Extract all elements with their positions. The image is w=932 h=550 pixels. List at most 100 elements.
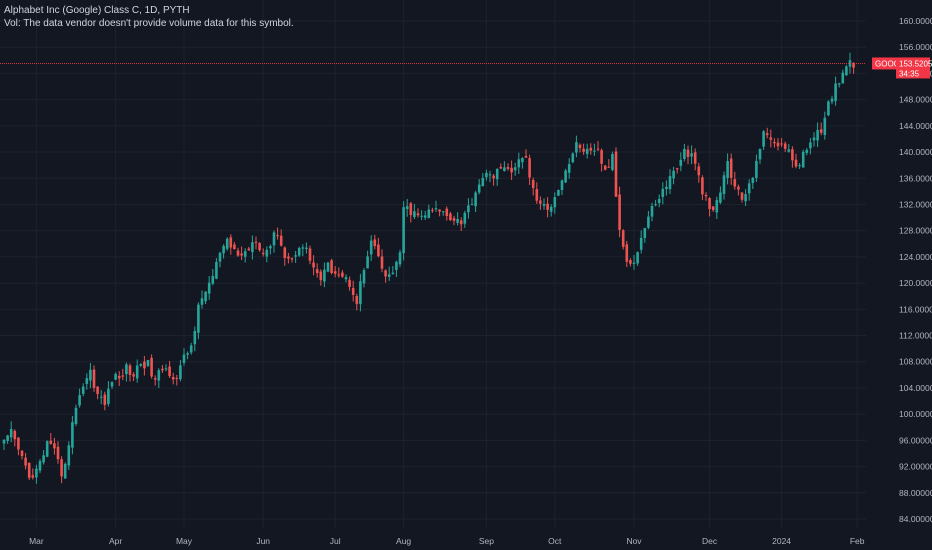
candle-body: [308, 248, 312, 261]
x-tick-label: Jul: [330, 536, 341, 546]
candle-body: [722, 175, 726, 195]
candle-body: [279, 235, 283, 246]
candle-body: [20, 450, 24, 457]
candle-body: [420, 215, 423, 217]
x-tick-label: Mar: [29, 536, 44, 546]
candle-body: [81, 386, 85, 394]
candle-body: [67, 445, 71, 466]
candle-body: [128, 365, 132, 375]
candle-body: [344, 277, 348, 280]
candle-body: [636, 252, 639, 264]
candle-body: [359, 281, 362, 305]
candle-body: [341, 272, 344, 277]
candle-body: [780, 143, 783, 145]
candle-body: [13, 430, 17, 440]
candle-body: [207, 282, 211, 294]
candle-body: [373, 239, 377, 247]
candle-body: [564, 170, 567, 183]
y-tick-label: 144.00000: [899, 121, 932, 131]
candle-body: [175, 377, 179, 379]
candle-body: [729, 158, 733, 178]
candle-body: [416, 213, 420, 216]
candle-body: [567, 164, 571, 173]
candle-body: [791, 149, 794, 161]
candle-body: [9, 429, 13, 438]
candle-body: [798, 165, 801, 167]
candle-body: [42, 455, 45, 463]
candle-body: [812, 137, 816, 141]
y-tick-label: 136.00000: [899, 173, 932, 183]
candle-body: [427, 209, 431, 218]
candle-body: [467, 205, 470, 213]
candle-body: [737, 186, 740, 190]
candle-body: [495, 168, 499, 180]
candle-body: [186, 353, 189, 355]
candle-body: [607, 166, 611, 168]
candle-body: [762, 131, 765, 147]
price-tag-value: 153.52050: [899, 59, 932, 68]
candle-body: [45, 441, 49, 457]
candle-body: [513, 167, 517, 171]
symbol-title: Alphabet Inc (Google) Class C, 1D, PYTH: [4, 5, 190, 16]
x-tick-label: Apr: [109, 536, 122, 546]
candle-body: [434, 208, 438, 210]
candle-body: [600, 150, 603, 164]
candle-body: [582, 148, 585, 152]
candle-body: [402, 207, 405, 254]
candle-body: [459, 220, 463, 225]
candle-body: [733, 179, 737, 187]
candle-body: [517, 159, 521, 168]
candle-body: [701, 177, 704, 195]
candle-body: [143, 361, 146, 369]
y-tick-label: 132.00000: [899, 199, 932, 209]
candle-body: [647, 216, 650, 228]
candle-body: [492, 175, 495, 179]
candle-body: [852, 62, 855, 68]
candle-body: [528, 158, 531, 178]
candle-body: [845, 66, 848, 76]
candle-body: [409, 203, 413, 216]
x-tick-label: Nov: [626, 536, 642, 546]
candle-body: [261, 252, 265, 255]
candle-body: [744, 194, 747, 202]
candle-body: [485, 172, 488, 178]
candle-body: [445, 208, 449, 216]
candle-body: [71, 422, 74, 448]
y-tick-label: 124.00000: [899, 252, 932, 262]
candle-body: [222, 245, 225, 254]
x-tick-label: May: [176, 536, 193, 546]
candle-body: [643, 228, 647, 238]
candle-body: [305, 247, 308, 249]
candle-body: [776, 142, 780, 147]
candle-body: [474, 192, 477, 207]
candle-body: [668, 176, 672, 190]
candle-body: [272, 232, 276, 246]
candle-body: [524, 156, 528, 158]
candle-body: [369, 240, 373, 255]
chart-legend: Alphabet Inc (Google) Class C, 1D, PYTH …: [4, 4, 294, 30]
candle-body: [816, 130, 819, 141]
candle-body: [632, 262, 636, 264]
candle-body: [715, 200, 719, 213]
candle-body: [323, 269, 326, 282]
candle-body: [333, 271, 337, 274]
candle-body: [657, 198, 661, 203]
candle-body: [456, 219, 459, 223]
candle-body: [621, 230, 625, 247]
y-tick-label: 108.00000: [899, 357, 932, 367]
candle-body: [553, 197, 557, 208]
price-tag-countdown: 34:35: [899, 69, 920, 78]
candle-body: [477, 184, 481, 193]
candle-body: [769, 137, 773, 140]
candle-body: [801, 151, 805, 168]
candle-body: [99, 396, 103, 398]
y-tick-label: 120.00000: [899, 278, 932, 288]
candle-body: [809, 142, 812, 149]
candle-body: [679, 159, 683, 166]
x-tick-label: Feb: [850, 536, 865, 546]
candle-body: [603, 165, 607, 170]
candle-body: [337, 274, 341, 276]
candle-body: [765, 133, 769, 136]
